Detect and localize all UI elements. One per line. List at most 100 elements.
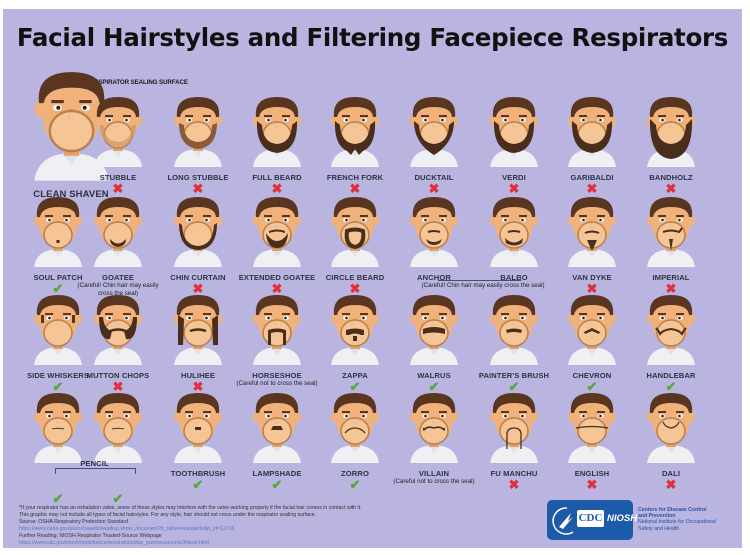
face-illustration <box>88 195 148 272</box>
further-reading-link[interactable]: https://www.cdc.gov/niosh/npptl/topics/r… <box>19 540 209 546</box>
face-illustration <box>484 391 544 468</box>
face-illustration-icon <box>253 197 301 267</box>
face-illustration-icon <box>34 393 82 463</box>
face-illustration-icon <box>94 197 142 267</box>
face-illustration-icon <box>174 197 222 267</box>
hairstyle-card: VAN DYKE ✖ <box>547 195 637 295</box>
hairstyle-label: ZAPPA <box>342 371 368 380</box>
check-icon: ✔ <box>508 379 520 394</box>
footer-notes: *If your respirator has an exhalation va… <box>19 505 539 547</box>
hairstyle-label: LAMPSHADE <box>252 469 302 478</box>
cross-icon: ✖ <box>665 477 677 492</box>
hairstyle-card: WALRUS ✔ <box>389 293 479 393</box>
sealing-surface-annotation: RESPIRATOR SEALING SURFACE <box>90 79 188 86</box>
hairstyle-card: HANDLEBAR ✔ <box>626 293 716 393</box>
hairstyle-label: CLEAN SHAVEN <box>33 188 109 200</box>
face-illustration <box>484 195 544 272</box>
hairstyle-card: FULL BEARD ✖ <box>232 95 322 195</box>
check-icon: ✔ <box>271 477 283 492</box>
face-illustration-icon <box>174 97 222 167</box>
source-link[interactable]: https://www.osha.gov/pls/oshaweb/owadisp… <box>19 526 235 532</box>
hairstyle-card: LONG STUBBLE ✖ <box>153 95 243 195</box>
check-icon: ✔ <box>112 491 124 506</box>
hairstyle-label: SOUL PATCH <box>33 273 83 282</box>
hairstyle-label: CHEVRON <box>572 371 612 380</box>
face-illustration <box>641 391 701 468</box>
hairstyle-label: WALRUS <box>417 371 451 380</box>
hairstyle-card: GARIBALDI ✖ <box>547 95 637 195</box>
anchor-balbo-bracket <box>438 275 521 281</box>
hairstyle-card: MUTTON CHOPS ✖ <box>73 293 163 393</box>
hairstyle-label: MUTTON CHOPS <box>86 371 150 380</box>
face-illustration-icon <box>94 295 142 365</box>
hairstyle-card: FU MANCHU ✖ <box>469 391 559 491</box>
face-illustration <box>325 391 385 468</box>
hairstyle-card: SIDE WHISKERS ✔ <box>13 293 103 393</box>
hairstyle-card: CHEVRON ✔ <box>547 293 637 393</box>
face-illustration-icon <box>331 393 379 463</box>
face-illustration <box>88 293 148 370</box>
hairstyle-label: STUBBLE <box>99 173 137 182</box>
cross-icon: ✖ <box>665 181 677 196</box>
face-illustration <box>404 195 464 272</box>
face-illustration <box>25 69 118 186</box>
org-line-2: and Prevention <box>638 513 676 520</box>
face-illustration <box>404 391 464 468</box>
hhs-eagle-icon <box>552 507 574 535</box>
face-illustration-icon <box>253 97 301 167</box>
face-illustration <box>247 195 307 272</box>
cross-icon: ✖ <box>349 281 361 296</box>
face-illustration <box>168 391 228 468</box>
footer-disclaimer-1: *If your respirator has an exhalation va… <box>19 505 362 511</box>
face-illustration-icon <box>331 97 379 167</box>
source-label: Source: OSHA Respiratory Protection Stan… <box>19 519 128 525</box>
face-illustration-icon <box>94 393 142 463</box>
face-illustration <box>28 195 88 272</box>
face-illustration <box>88 95 148 172</box>
face-illustration <box>325 293 385 370</box>
face-illustration-icon <box>331 197 379 267</box>
org-line-3: National Institute for Occupational <box>638 519 716 526</box>
face-illustration-icon <box>568 393 616 463</box>
face-illustration-icon <box>647 97 695 167</box>
hairstyle-label: EXTENDED GOATEE <box>238 273 316 282</box>
face-illustration-icon <box>647 295 695 365</box>
hairstyle-label: VERDI <box>502 173 526 182</box>
face-illustration <box>247 293 307 370</box>
hairstyle-label: BALBO <box>500 273 528 282</box>
hairstyle-label: VAN DYKE <box>572 273 612 282</box>
check-icon: ✔ <box>52 281 64 296</box>
caution-note: (Careful not to cross the seal) <box>236 380 318 387</box>
face-illustration-icon <box>94 97 142 167</box>
niosh-wordmark: NIOSH <box>607 513 638 524</box>
cross-icon: ✖ <box>349 181 361 196</box>
face-illustration-icon <box>34 295 82 365</box>
face-illustration-icon <box>174 393 222 463</box>
hairstyle-label: PAINTER'S BRUSH <box>478 371 550 380</box>
face-illustration-icon <box>253 393 301 463</box>
hairstyle-label: FULL BEARD <box>252 173 302 182</box>
cross-icon: ✖ <box>428 181 440 196</box>
cross-icon: ✖ <box>586 281 598 296</box>
face-illustration <box>168 195 228 272</box>
face-illustration-icon <box>410 97 458 167</box>
face-illustration <box>325 95 385 172</box>
face-illustration <box>404 95 464 172</box>
hairstyle-label: GOATEE <box>101 273 135 282</box>
face-illustration-icon <box>490 97 538 167</box>
face-illustration-icon <box>410 393 458 463</box>
check-icon: ✔ <box>52 491 64 506</box>
anchor-balbo-note: (Careful! Chin hair may easily cross the… <box>421 282 545 289</box>
hairstyle-label: SIDE WHISKERS <box>26 371 90 380</box>
hairstyle-card: ✔ <box>13 391 103 505</box>
hairstyle-card: DALI ✖ <box>626 391 716 491</box>
poster-title: Facial Hairstyles and Filtering Facepiec… <box>16 23 729 52</box>
face-illustration-icon <box>647 393 695 463</box>
face-illustration <box>247 95 307 172</box>
hairstyle-card: CIRCLE BEARD ✖ <box>310 195 400 295</box>
hairstyle-label: HULIHEE <box>180 371 216 380</box>
face-illustration-icon <box>410 295 458 365</box>
face-illustration <box>88 391 148 468</box>
check-icon: ✔ <box>192 477 204 492</box>
cross-icon: ✖ <box>271 281 283 296</box>
